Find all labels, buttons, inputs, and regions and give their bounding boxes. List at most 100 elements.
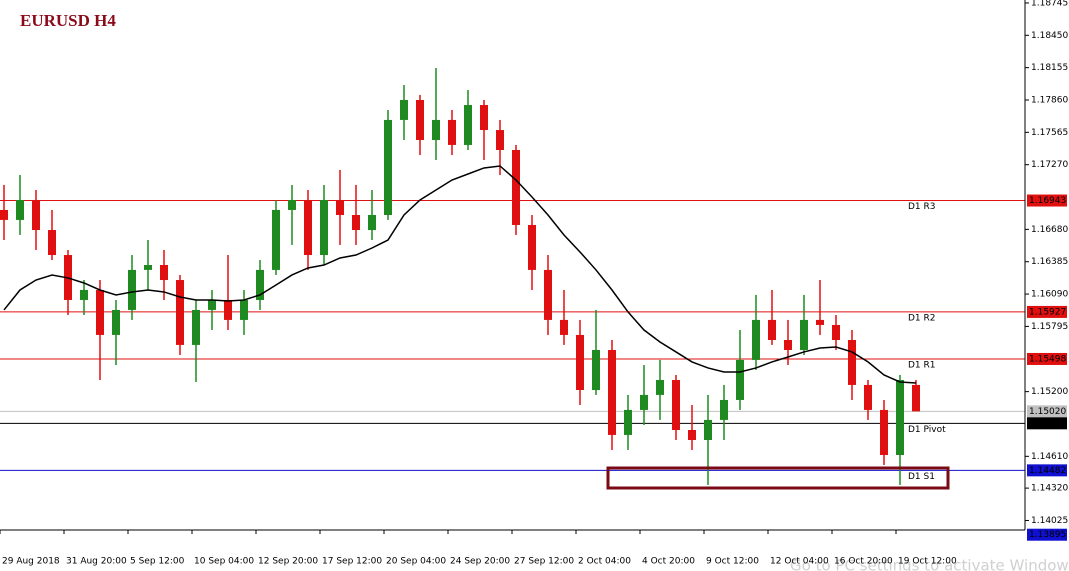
price-tag: [1027, 417, 1067, 430]
candle-body: [304, 199, 312, 256]
candle-body: [144, 265, 152, 270]
x-tick-label: 5 Sep 12:00: [130, 557, 185, 567]
candle-body: [32, 199, 40, 231]
price-tag: [1027, 194, 1067, 207]
x-tick-label: 31 Aug 20:00: [66, 557, 127, 567]
candle-body: [848, 339, 856, 385]
candle-body: [768, 319, 776, 340]
candle-body: [96, 289, 104, 335]
candle-body: [704, 419, 712, 440]
candle-body: [320, 199, 328, 256]
candle-body: [896, 380, 904, 456]
y-tick-label: 1.16090: [1031, 290, 1068, 300]
candle-body: [16, 199, 24, 220]
y-tick-label: 1.14610: [1031, 452, 1068, 462]
x-tick-label: 20 Sep 04:00: [386, 557, 446, 567]
price-tag-label: 1.13895: [1029, 530, 1066, 540]
y-tick-label: 1.14320: [1031, 484, 1068, 494]
candle-body: [656, 380, 664, 395]
candle-body: [0, 209, 8, 220]
y-tick-label: 1.16680: [1031, 225, 1068, 235]
candle-body: [224, 299, 232, 320]
price-tag: [1027, 528, 1067, 541]
x-tick-label: 12 Oct 04:00: [770, 557, 829, 567]
candle-body: [736, 359, 744, 400]
support-zone-box: [606, 466, 950, 490]
x-tick-label: 9 Oct 12:00: [706, 557, 759, 567]
watermark: Go to PC settings to activate Windows.: [790, 557, 1069, 571]
candle-body: [576, 334, 584, 390]
candle-body: [864, 384, 872, 410]
plot-area: [0, 67, 1025, 485]
candle-body: [688, 430, 696, 440]
candle-body: [160, 265, 168, 281]
level-label: D1 R3: [908, 202, 936, 212]
candle-body: [720, 399, 728, 420]
candle-body: [912, 384, 920, 412]
candle-body: [256, 269, 264, 300]
level-label: D1 R2: [908, 313, 936, 323]
candle-body: [288, 199, 296, 210]
candle-body: [800, 319, 808, 350]
y-tick-label: 1.17565: [1031, 128, 1068, 138]
candle-body: [416, 99, 424, 141]
candle-body: [384, 119, 392, 216]
price-tag: [1027, 352, 1067, 365]
x-tick-label: 24 Sep 20:00: [450, 557, 510, 567]
candle-body: [48, 230, 56, 256]
candle-body: [272, 209, 280, 270]
x-tick-label: 17 Sep 12:00: [322, 557, 382, 567]
candle-body: [240, 299, 248, 320]
level-label: D1 S1: [908, 472, 935, 482]
candle-body: [672, 380, 680, 431]
price-tag-label: 1.14911: [1029, 419, 1066, 429]
price-tag-label: 1.15498: [1029, 354, 1066, 364]
candle-body: [432, 119, 440, 141]
candle-body: [448, 119, 456, 145]
level-label: D1 Pivot: [908, 425, 946, 435]
candle-body: [528, 224, 536, 270]
candle-body: [128, 269, 136, 310]
candle-body: [336, 199, 344, 216]
candle-body: [624, 409, 632, 435]
level-label: D1 R1: [908, 360, 936, 370]
y-tick-label: 1.18745: [1031, 0, 1068, 8]
y-tick-label: 1.17270: [1031, 160, 1068, 170]
x-tick-label: 12 Sep 20:00: [258, 557, 318, 567]
candle-body: [816, 319, 824, 325]
candle-body: [368, 215, 376, 231]
price-tag: [1027, 305, 1067, 318]
price-tag-label: 1.16943: [1029, 196, 1066, 206]
candle-body: [480, 105, 488, 131]
candle-body: [496, 130, 504, 150]
candle-body: [464, 105, 472, 145]
candle-body: [80, 289, 88, 300]
candle-body: [640, 394, 648, 410]
x-tick-label: 16 Oct 20:00: [834, 557, 893, 567]
candle-body: [512, 149, 520, 225]
y-tick-label: 1.17860: [1031, 95, 1068, 105]
candle-body: [112, 309, 120, 335]
candle-body: [560, 319, 568, 335]
moving-average: [3, 165, 917, 384]
price-tag: [1027, 405, 1067, 418]
candle-body: [752, 319, 760, 360]
price-tag: [1027, 464, 1067, 477]
candle-body: [832, 324, 840, 340]
y-tick-label: 1.14025: [1031, 516, 1068, 526]
candle-body: [192, 309, 200, 345]
x-tick-label: 4 Oct 20:00: [642, 557, 695, 567]
candle-body: [208, 299, 216, 310]
x-tick-label: 2 Oct 04:00: [578, 557, 631, 567]
y-tick-label: 1.18450: [1031, 31, 1068, 41]
candle-body: [176, 280, 184, 345]
x-tick-label: 19 Oct 12:00: [898, 557, 957, 567]
candle-body: [784, 339, 792, 350]
price-tag-label: 1.14482: [1029, 466, 1066, 476]
chart-title: EURUSD H4: [20, 11, 116, 30]
y-tick-label: 1.15795: [1031, 322, 1068, 332]
x-tick-label: 27 Sep 12:00: [514, 557, 574, 567]
candle-body: [592, 349, 600, 390]
